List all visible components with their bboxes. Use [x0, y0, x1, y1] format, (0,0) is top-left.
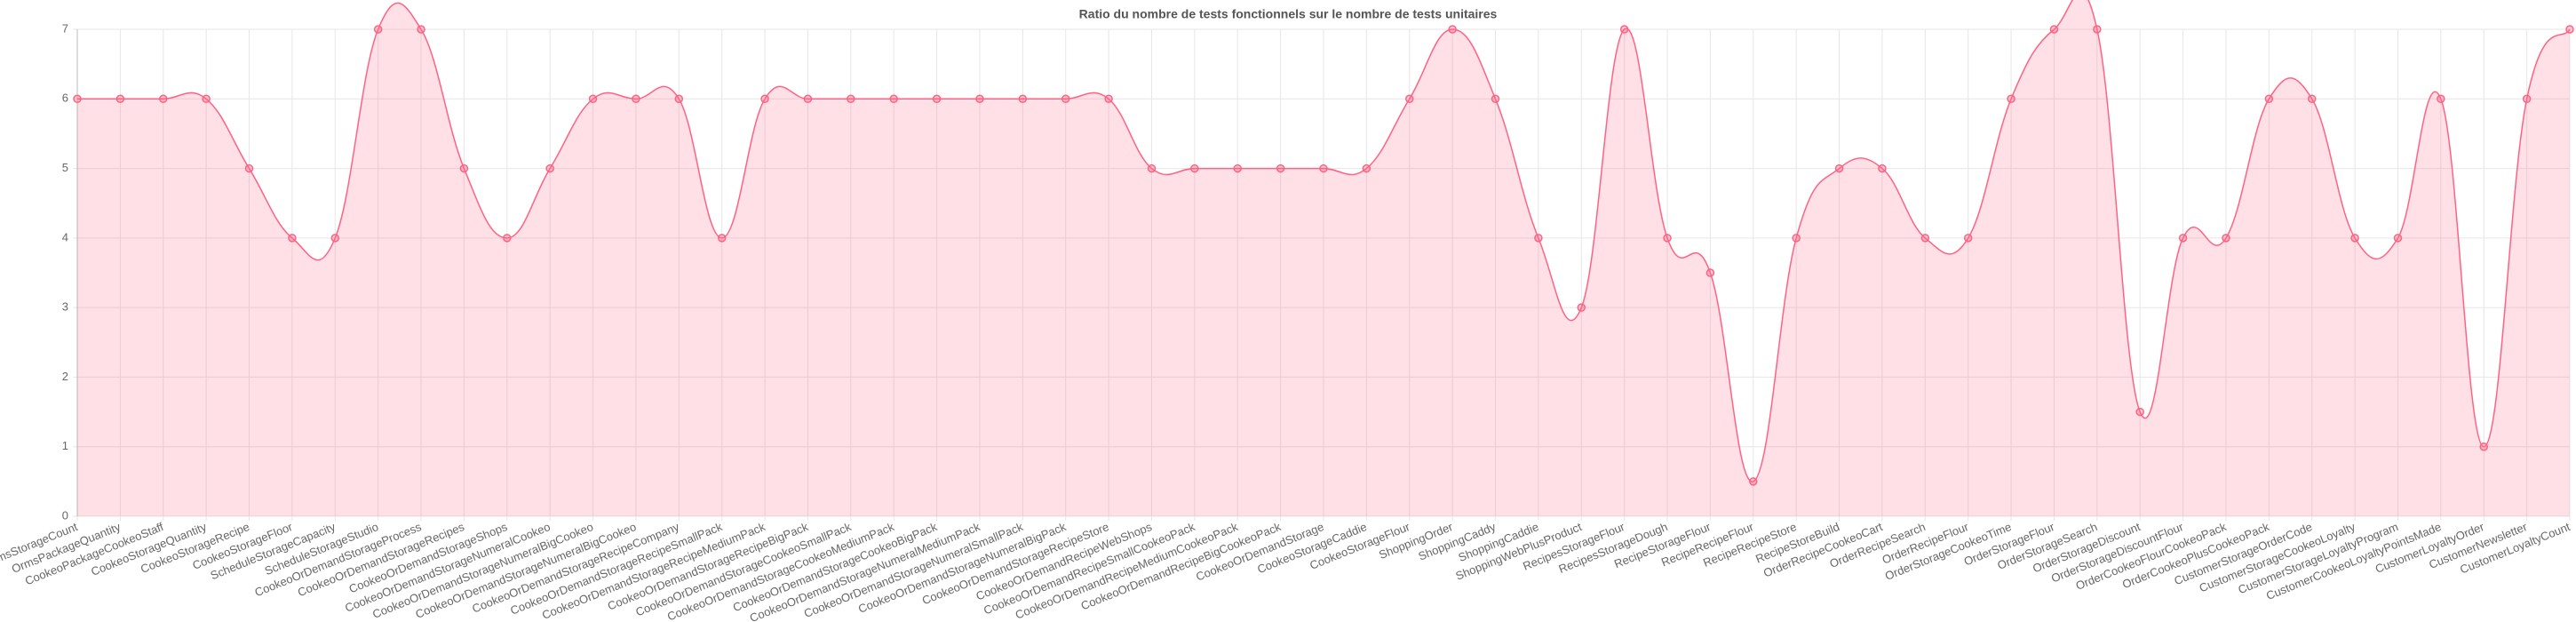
- point: [2350, 234, 2359, 243]
- point: [847, 94, 855, 104]
- y-tick-label: 1: [62, 439, 68, 452]
- point: [2135, 407, 2144, 417]
- point: [932, 94, 942, 104]
- point: [1749, 477, 1758, 486]
- point: [1878, 163, 1887, 173]
- point: [2093, 25, 2102, 34]
- point: [503, 234, 512, 243]
- y-tick-label: 2: [62, 370, 68, 383]
- point: [717, 234, 727, 243]
- point: [2007, 94, 2015, 104]
- point: [159, 94, 168, 104]
- chart-title: Ratio du nombre de tests fonctionnels su…: [1079, 7, 1498, 21]
- point: [975, 94, 984, 104]
- point: [2222, 234, 2230, 243]
- y-tick-label: 5: [62, 161, 68, 174]
- point: [1018, 94, 1028, 104]
- point: [1577, 303, 1586, 312]
- point: [1448, 25, 1457, 34]
- point: [545, 163, 554, 173]
- area: [77, 0, 2570, 516]
- point: [1104, 94, 1113, 104]
- point: [1663, 234, 1672, 243]
- point: [632, 94, 640, 104]
- point: [1491, 94, 1500, 104]
- point: [1061, 94, 1070, 104]
- point: [2178, 234, 2188, 243]
- point: [373, 25, 383, 34]
- point: [2437, 94, 2445, 104]
- point: [417, 25, 425, 34]
- point: [1147, 163, 1157, 173]
- point: [1963, 234, 1973, 243]
- point: [459, 163, 469, 173]
- point: [674, 94, 684, 104]
- point: [760, 94, 769, 104]
- point: [889, 94, 898, 104]
- point: [1834, 163, 1844, 173]
- point: [288, 234, 297, 243]
- point: [1190, 163, 1199, 173]
- point: [1405, 94, 1414, 104]
- point: [2393, 234, 2403, 243]
- point: [330, 234, 340, 243]
- point: [1920, 234, 1930, 243]
- point: [2565, 25, 2574, 34]
- y-tick-label: 0: [62, 508, 68, 522]
- point: [2522, 94, 2532, 104]
- point: [588, 94, 598, 104]
- point: [1792, 234, 1801, 243]
- y-tick-label: 4: [62, 230, 68, 243]
- point: [115, 94, 125, 104]
- point: [1705, 268, 1715, 277]
- point: [2479, 442, 2488, 451]
- point: [202, 94, 211, 104]
- y-tick-label: 6: [62, 92, 68, 105]
- point: [2264, 94, 2274, 104]
- point: [1362, 163, 1371, 173]
- point: [1534, 234, 1543, 243]
- point: [2307, 94, 2317, 104]
- point: [73, 94, 82, 104]
- y-tick-label: 7: [62, 21, 68, 35]
- point: [2049, 25, 2059, 34]
- point: [1233, 163, 1242, 173]
- point: [1319, 163, 1328, 173]
- point: [1619, 25, 1629, 34]
- point: [1276, 163, 1285, 173]
- line: [76, 0, 2571, 482]
- point: [803, 94, 813, 104]
- y-tick-label: 3: [62, 300, 68, 314]
- point: [244, 163, 254, 173]
